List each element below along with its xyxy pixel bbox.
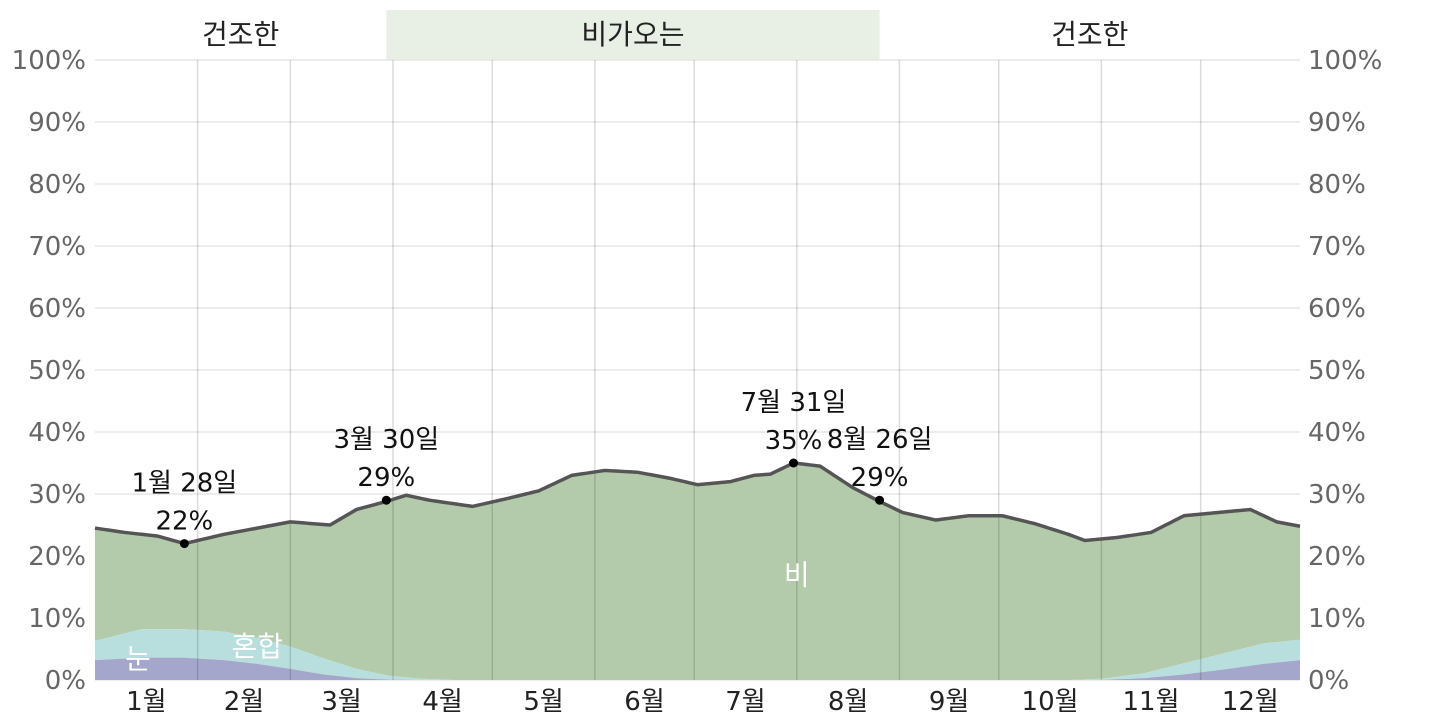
annotation-value: 29% [851,463,909,493]
annotation-value: 35% [765,426,823,456]
y-tick-label-left: 30% [28,480,86,510]
x-tick-label: 11월 [1123,687,1180,717]
y-tick-label-left: 80% [28,170,86,200]
y-tick-label-left: 100% [12,46,86,76]
annotation-value: 22% [155,507,213,537]
y-tick-label-right: 20% [1308,542,1366,572]
annotation-date: 3월 30일 [333,425,439,455]
annotation-date: 8월 26일 [827,425,933,455]
x-tick-label: 2월 [224,687,264,717]
season-label: 비가오는 [581,18,684,51]
total-precip-line [94,461,1301,546]
x-tick-label: 4월 [422,687,462,717]
annotation-marker [179,539,189,549]
x-tick-label: 10월 [1022,687,1079,717]
y-tick-label-right: 10% [1308,604,1366,634]
area-label: 눈 [125,642,151,675]
mixed-area [95,629,1300,680]
y-tick-label-left: 60% [28,294,86,324]
y-tick-label-left: 90% [28,108,86,138]
area-label: 비 [784,559,810,592]
y-tick-label-right: 90% [1308,108,1366,138]
x-tick-label: 1월 [126,687,166,717]
annotation-date: 7월 31일 [741,388,847,418]
annotation-value: 29% [357,463,415,493]
y-tick-label-right: 70% [1308,232,1366,262]
annotation-date: 1월 28일 [132,469,238,499]
y-tick-label-left: 40% [28,418,86,448]
x-tick-label: 3월 [321,687,361,717]
y-tick-label-left: 50% [28,356,86,386]
area-label: 혼합 [231,630,283,663]
y-tick-label-right: 100% [1308,46,1382,76]
y-tick-label-right: 30% [1308,480,1366,510]
y-tick-label-right: 60% [1308,294,1366,324]
snow-area [95,657,1300,680]
y-tick-label-right: 40% [1308,418,1366,448]
y-tick-label-left: 10% [28,604,86,634]
y-tick-label-right: 50% [1308,356,1366,386]
annotation-marker [875,495,885,505]
x-tick-label: 12월 [1222,687,1279,717]
annotation-marker [789,458,799,468]
y-tick-label-right: 80% [1308,170,1366,200]
season-label: 건조한 [202,18,279,51]
y-tick-label-left: 20% [28,542,86,572]
annotation-marker [381,495,391,505]
y-tick-label-left: 0% [45,666,86,696]
y-tick-label-right: 0% [1308,666,1349,696]
x-tick-label: 7월 [725,687,765,717]
x-tick-label: 6월 [624,687,664,717]
season-band-1 [386,10,880,60]
season-label: 건조한 [1051,18,1128,51]
x-tick-label: 9월 [929,687,969,717]
y-tick-label-left: 70% [28,232,86,262]
x-tick-label: 8월 [828,687,868,717]
x-tick-label: 5월 [523,687,563,717]
